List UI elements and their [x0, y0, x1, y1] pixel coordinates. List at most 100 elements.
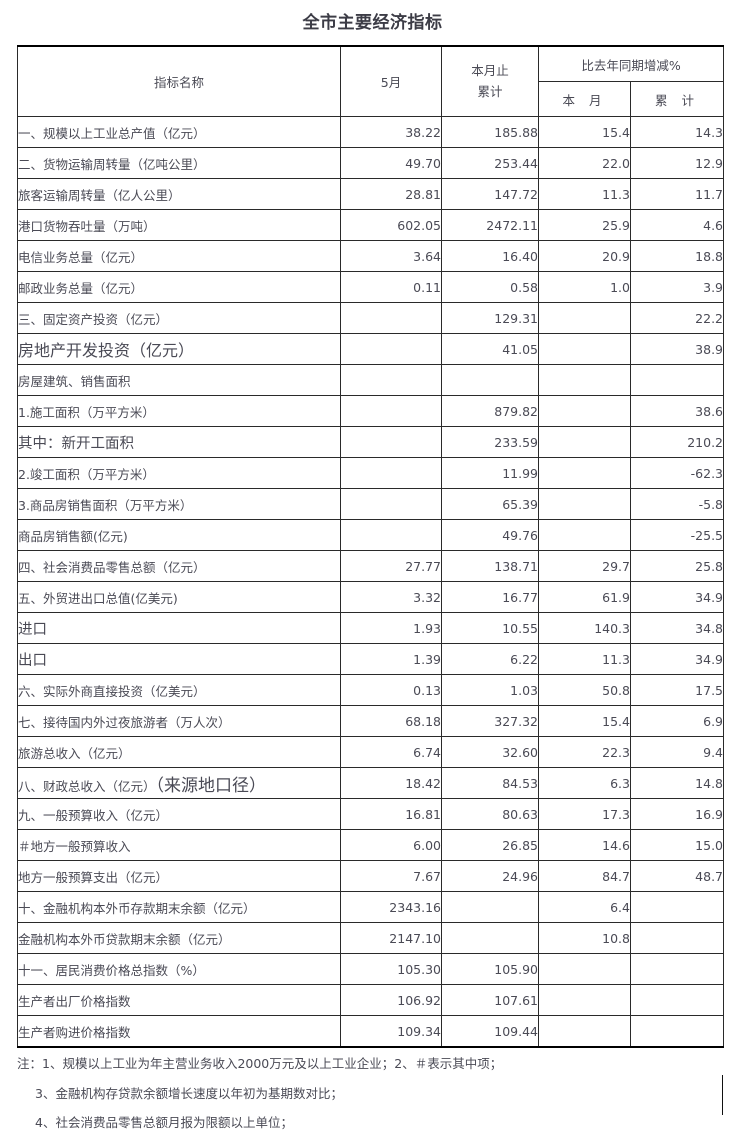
table-row: 十一、居民消费价格总指数（%） 105.30 105.90 — [17, 953, 725, 985]
cell-yoy-month: 22.3 — [538, 736, 631, 768]
cell-cumulative: 41.05 — [441, 333, 539, 365]
cell-yoy-cumulative: 48.7 — [629, 860, 725, 892]
cell-cumulative: 129.31 — [441, 302, 539, 334]
cell-yoy-month — [538, 302, 631, 334]
cell-cumulative: 107.61 — [441, 984, 539, 1016]
cell-cumulative: 138.71 — [441, 550, 539, 582]
cell-yoy-month: 14.6 — [538, 829, 631, 861]
cell-yoy-month: 17.3 — [538, 798, 631, 830]
table-row: 2.竣工面积（万平方米） 11.99 -62.3 — [17, 457, 725, 489]
cell-cumulative: 233.59 — [441, 426, 539, 458]
table-row: 六、实际外商直接投资（亿美元） 0.13 1.03 50.8 17.5 — [17, 674, 725, 706]
col-header-yoy-cumulative: 累 计 — [629, 81, 725, 117]
cell-yoy-month — [538, 457, 631, 489]
cell-month: 2343.16 — [340, 891, 442, 923]
table-row: 四、社会消费品零售总额（亿元） 27.77 138.71 29.7 25.8 — [17, 550, 725, 582]
cell-yoy-month: 6.4 — [538, 891, 631, 923]
cell-cumulative: 80.63 — [441, 798, 539, 830]
cell-month: 105.30 — [340, 953, 442, 985]
table-row: 3.商品房销售面积（万平方米） 65.39 -5.8 — [17, 488, 725, 520]
cell-month: 3.64 — [340, 240, 442, 272]
row-label: 旅客运输周转量（亿人公里） — [17, 178, 341, 210]
cell-month: 16.81 — [340, 798, 442, 830]
cell-cumulative: 16.40 — [441, 240, 539, 272]
row-label: 出口 — [17, 643, 341, 675]
table-head: 指标名称 5月 本月止 累计 比去年同期增减% 本 月 累 计 — [17, 45, 725, 117]
cell-yoy-month: 22.0 — [538, 147, 631, 179]
table-row: 房地产开发投资（亿元） 41.05 38.9 — [17, 333, 725, 365]
cell-cumulative: 109.44 — [441, 1015, 539, 1048]
cell-month — [340, 488, 442, 520]
table-row: 生产者购进价格指数 109.34 109.44 — [17, 1015, 725, 1048]
cell-month: 0.11 — [340, 271, 442, 303]
cell-yoy-month — [538, 1015, 631, 1048]
table-row: 二、货物运输周转量（亿吨公里） 49.70 253.44 22.0 12.9 — [17, 147, 725, 179]
cell-yoy-cumulative: 25.8 — [629, 550, 725, 582]
row-label: 其中：新开工面积 — [17, 426, 341, 458]
footnote-line: 4、社会消费品零售总额月报为限额以上单位； — [35, 1115, 293, 1130]
cell-yoy-cumulative — [629, 984, 725, 1016]
cell-yoy-month: 10.8 — [538, 922, 631, 954]
cell-cumulative: 24.96 — [441, 860, 539, 892]
cell-cumulative: 11.99 — [441, 457, 539, 489]
cell-yoy-month — [538, 953, 631, 985]
page-title: 全市主要经济指标 — [302, 13, 443, 33]
row-label: 1.施工面积（万平方米） — [17, 395, 341, 427]
cell-month: 6.74 — [340, 736, 442, 768]
table-row: 七、接待国内外过夜旅游者（万人次） 68.18 327.32 15.4 6.9 — [17, 705, 725, 737]
cell-month: 38.22 — [340, 116, 442, 148]
cell-yoy-cumulative: 12.9 — [629, 147, 725, 179]
cell-month — [340, 395, 442, 427]
cell-yoy-cumulative — [629, 953, 725, 985]
cell-yoy-month: 140.3 — [538, 612, 631, 644]
cell-month: 602.05 — [340, 209, 442, 241]
row-label: 一、规模以上工业总产值（亿元） — [17, 116, 341, 148]
table-row: 地方一般预算支出（亿元） 7.67 24.96 84.7 48.7 — [17, 860, 725, 892]
cell-yoy-month: 29.7 — [538, 550, 631, 582]
cell-cumulative: 253.44 — [441, 147, 539, 179]
cell-month — [340, 364, 442, 396]
table-row: 金融机构本外币贷款期末余额（亿元） 2147.10 10.8 — [17, 922, 725, 954]
table-row: 进口 1.93 10.55 140.3 34.8 — [17, 612, 725, 644]
trailing-rule — [722, 1075, 723, 1115]
cell-month: 1.39 — [340, 643, 442, 675]
cell-cumulative: 65.39 — [441, 488, 539, 520]
cell-yoy-month — [538, 519, 631, 551]
cell-cumulative — [441, 364, 539, 396]
cell-yoy-cumulative: 4.6 — [629, 209, 725, 241]
row-label: 七、接待国内外过夜旅游者（万人次） — [17, 705, 341, 737]
cell-month: 49.70 — [340, 147, 442, 179]
cell-cumulative — [441, 922, 539, 954]
cell-month: 68.18 — [340, 705, 442, 737]
footnote-line: 注：1、规模以上工业为年主营业务收入2000万元及以上工业企业；2、＃表示其中项… — [17, 1056, 503, 1071]
cell-yoy-cumulative: 18.8 — [629, 240, 725, 272]
cell-yoy-cumulative: 38.6 — [629, 395, 725, 427]
cell-yoy-cumulative: 38.9 — [629, 333, 725, 365]
col-header-cumulative-line1: 本月止 — [471, 62, 509, 78]
cell-yoy-cumulative: 6.9 — [629, 705, 725, 737]
cell-cumulative: 26.85 — [441, 829, 539, 861]
cell-yoy-month: 25.9 — [538, 209, 631, 241]
row-label: 三、固定资产投资（亿元） — [17, 302, 341, 334]
row-label: 生产者购进价格指数 — [17, 1015, 341, 1048]
cell-yoy-cumulative: 14.3 — [629, 116, 725, 148]
cell-month: 6.00 — [340, 829, 442, 861]
cell-yoy-cumulative: 17.5 — [629, 674, 725, 706]
cell-cumulative: 105.90 — [441, 953, 539, 985]
footnotes: 注：1、规模以上工业为年主营业务收入2000万元及以上工业企业；2、＃表示其中项… — [17, 1056, 723, 1147]
cell-yoy-month: 84.7 — [538, 860, 631, 892]
cell-cumulative: 1.03 — [441, 674, 539, 706]
cell-cumulative: 10.55 — [441, 612, 539, 644]
table-row: 旅客运输周转量（亿人公里） 28.81 147.72 11.3 11.7 — [17, 178, 725, 210]
cell-yoy-month — [538, 984, 631, 1016]
cell-month: 0.13 — [340, 674, 442, 706]
table-row: 三、固定资产投资（亿元） 129.31 22.2 — [17, 302, 725, 334]
cell-yoy-month: 1.0 — [538, 271, 631, 303]
cell-cumulative: 32.60 — [441, 736, 539, 768]
table-row: 一、规模以上工业总产值（亿元） 38.22 185.88 15.4 14.3 — [17, 116, 725, 148]
cell-yoy-cumulative: 34.9 — [629, 581, 725, 613]
row-label: 生产者出厂价格指数 — [17, 984, 341, 1016]
cell-cumulative: 879.82 — [441, 395, 539, 427]
table-row: 旅游总收入（亿元） 6.74 32.60 22.3 9.4 — [17, 736, 725, 768]
